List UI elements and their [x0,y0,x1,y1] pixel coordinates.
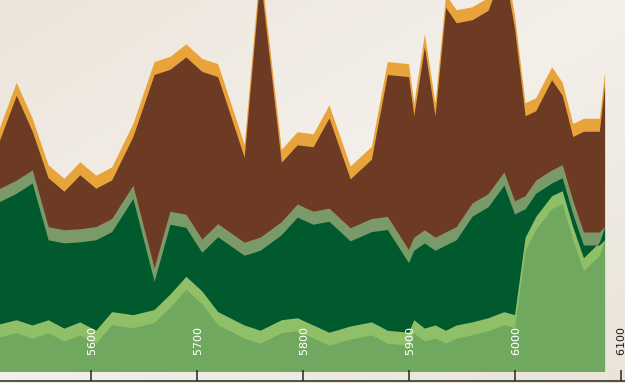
x-tick-label-5700: 5700 [191,328,204,356]
area-layers [0,0,606,372]
x-tick-label-5900: 5900 [403,328,416,356]
area-layer-3 [0,0,606,269]
x-tick-label-5800: 5800 [297,328,310,356]
x-tick-label-5600: 5600 [85,328,98,356]
x-tick-label-6100: 6100 [614,328,625,356]
area-layer-1 [0,204,606,372]
x-axis: 5600 5700 5800 5900 6000 6100 [0,328,625,382]
x-tick-label-6000: 6000 [509,328,522,356]
area-layer-2 [0,178,606,333]
